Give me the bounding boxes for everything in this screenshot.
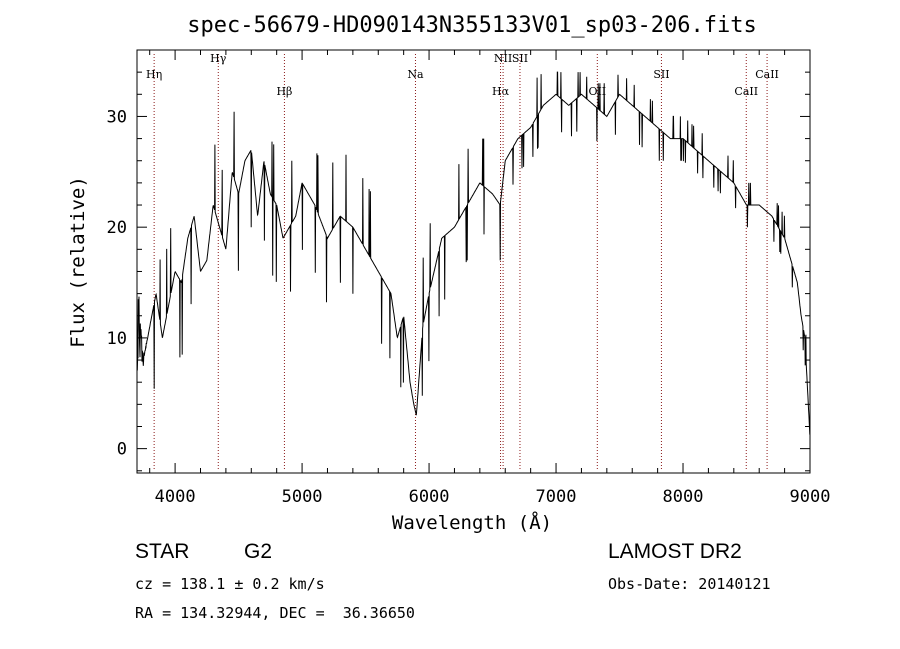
line-marker-label: Hγ <box>210 52 227 65</box>
axis-ticks: 4000 5000 6000 7000 8000 9000 0 10 20 30 <box>107 49 831 507</box>
y-tick-label: 30 <box>107 107 127 127</box>
x-tick-label: 7000 <box>536 487 577 507</box>
spectrum-series <box>136 71 811 435</box>
plot-frame <box>136 49 811 474</box>
line-marker-label: SII <box>653 68 669 81</box>
x-tick-label: 4000 <box>155 487 196 507</box>
line-marker-label: Hα <box>492 85 510 98</box>
y-tick-label: 10 <box>107 329 127 349</box>
x-tick-label: 8000 <box>663 487 704 507</box>
cz-value: cz = 138.1 ± 0.2 km/s <box>135 575 325 593</box>
x-tick-label: 6000 <box>409 487 450 507</box>
line-marker-label: NII <box>494 52 512 65</box>
line-marker-label: CaII <box>755 68 779 81</box>
spectrum-line <box>136 71 811 435</box>
survey-name: LAMOST DR2 <box>608 540 742 563</box>
subclass: G2 <box>244 540 273 563</box>
line-marker-label: CaII <box>734 85 758 98</box>
line-marker-label: Na <box>407 68 424 81</box>
obs-date: Obs-Date: 20140121 <box>608 575 771 593</box>
line-marker-label: Hη <box>146 68 162 81</box>
line-marker-label: SII <box>512 52 528 65</box>
y-tick-label: 20 <box>107 218 127 238</box>
line-marker-label: OII <box>588 85 606 98</box>
y-axis-label: Flux (relative) <box>67 176 89 348</box>
x-axis-label: Wavelength (Å) <box>392 511 552 534</box>
x-tick-label: 9000 <box>790 487 831 507</box>
line-marker-label: Hβ <box>276 85 292 98</box>
object-type: STAR <box>135 540 190 563</box>
coordinates: RA = 134.32944, DEC = 36.36650 <box>135 604 415 622</box>
y-tick-label: 0 <box>117 440 127 460</box>
chart-title: spec-56679-HD090143N355133V01_sp03-206.f… <box>187 13 757 38</box>
x-tick-label: 5000 <box>282 487 323 507</box>
